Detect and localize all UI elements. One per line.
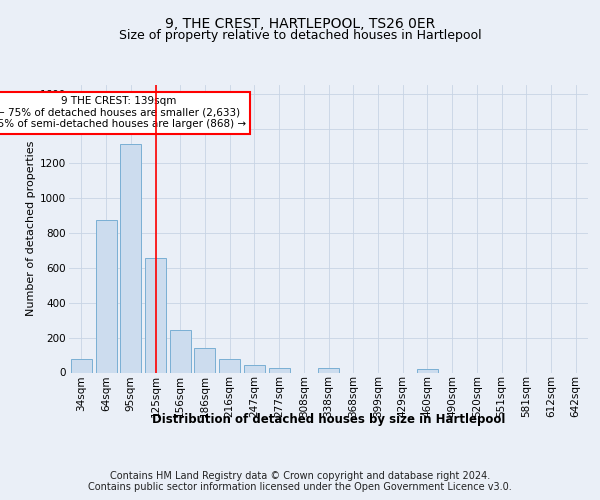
Bar [417, 369, 438, 372]
Bar [145, 258, 166, 372]
Bar [269, 368, 290, 372]
Bar [71, 360, 92, 372]
Bar [120, 144, 141, 372]
Text: 9 THE CREST: 139sqm
← 75% of detached houses are smaller (2,633)
25% of semi-det: 9 THE CREST: 139sqm ← 75% of detached ho… [0, 96, 246, 130]
Bar [244, 364, 265, 372]
Text: Contains public sector information licensed under the Open Government Licence v3: Contains public sector information licen… [88, 482, 512, 492]
Text: Contains HM Land Registry data © Crown copyright and database right 2024.: Contains HM Land Registry data © Crown c… [110, 471, 490, 481]
Text: Size of property relative to detached houses in Hartlepool: Size of property relative to detached ho… [119, 29, 481, 42]
Bar [95, 220, 116, 372]
Bar [318, 368, 339, 372]
Y-axis label: Number of detached properties: Number of detached properties [26, 141, 36, 316]
Text: 9, THE CREST, HARTLEPOOL, TS26 0ER: 9, THE CREST, HARTLEPOOL, TS26 0ER [165, 18, 435, 32]
Bar [194, 348, 215, 372]
Bar [170, 330, 191, 372]
Bar [219, 360, 240, 372]
Text: Distribution of detached houses by size in Hartlepool: Distribution of detached houses by size … [152, 412, 505, 426]
